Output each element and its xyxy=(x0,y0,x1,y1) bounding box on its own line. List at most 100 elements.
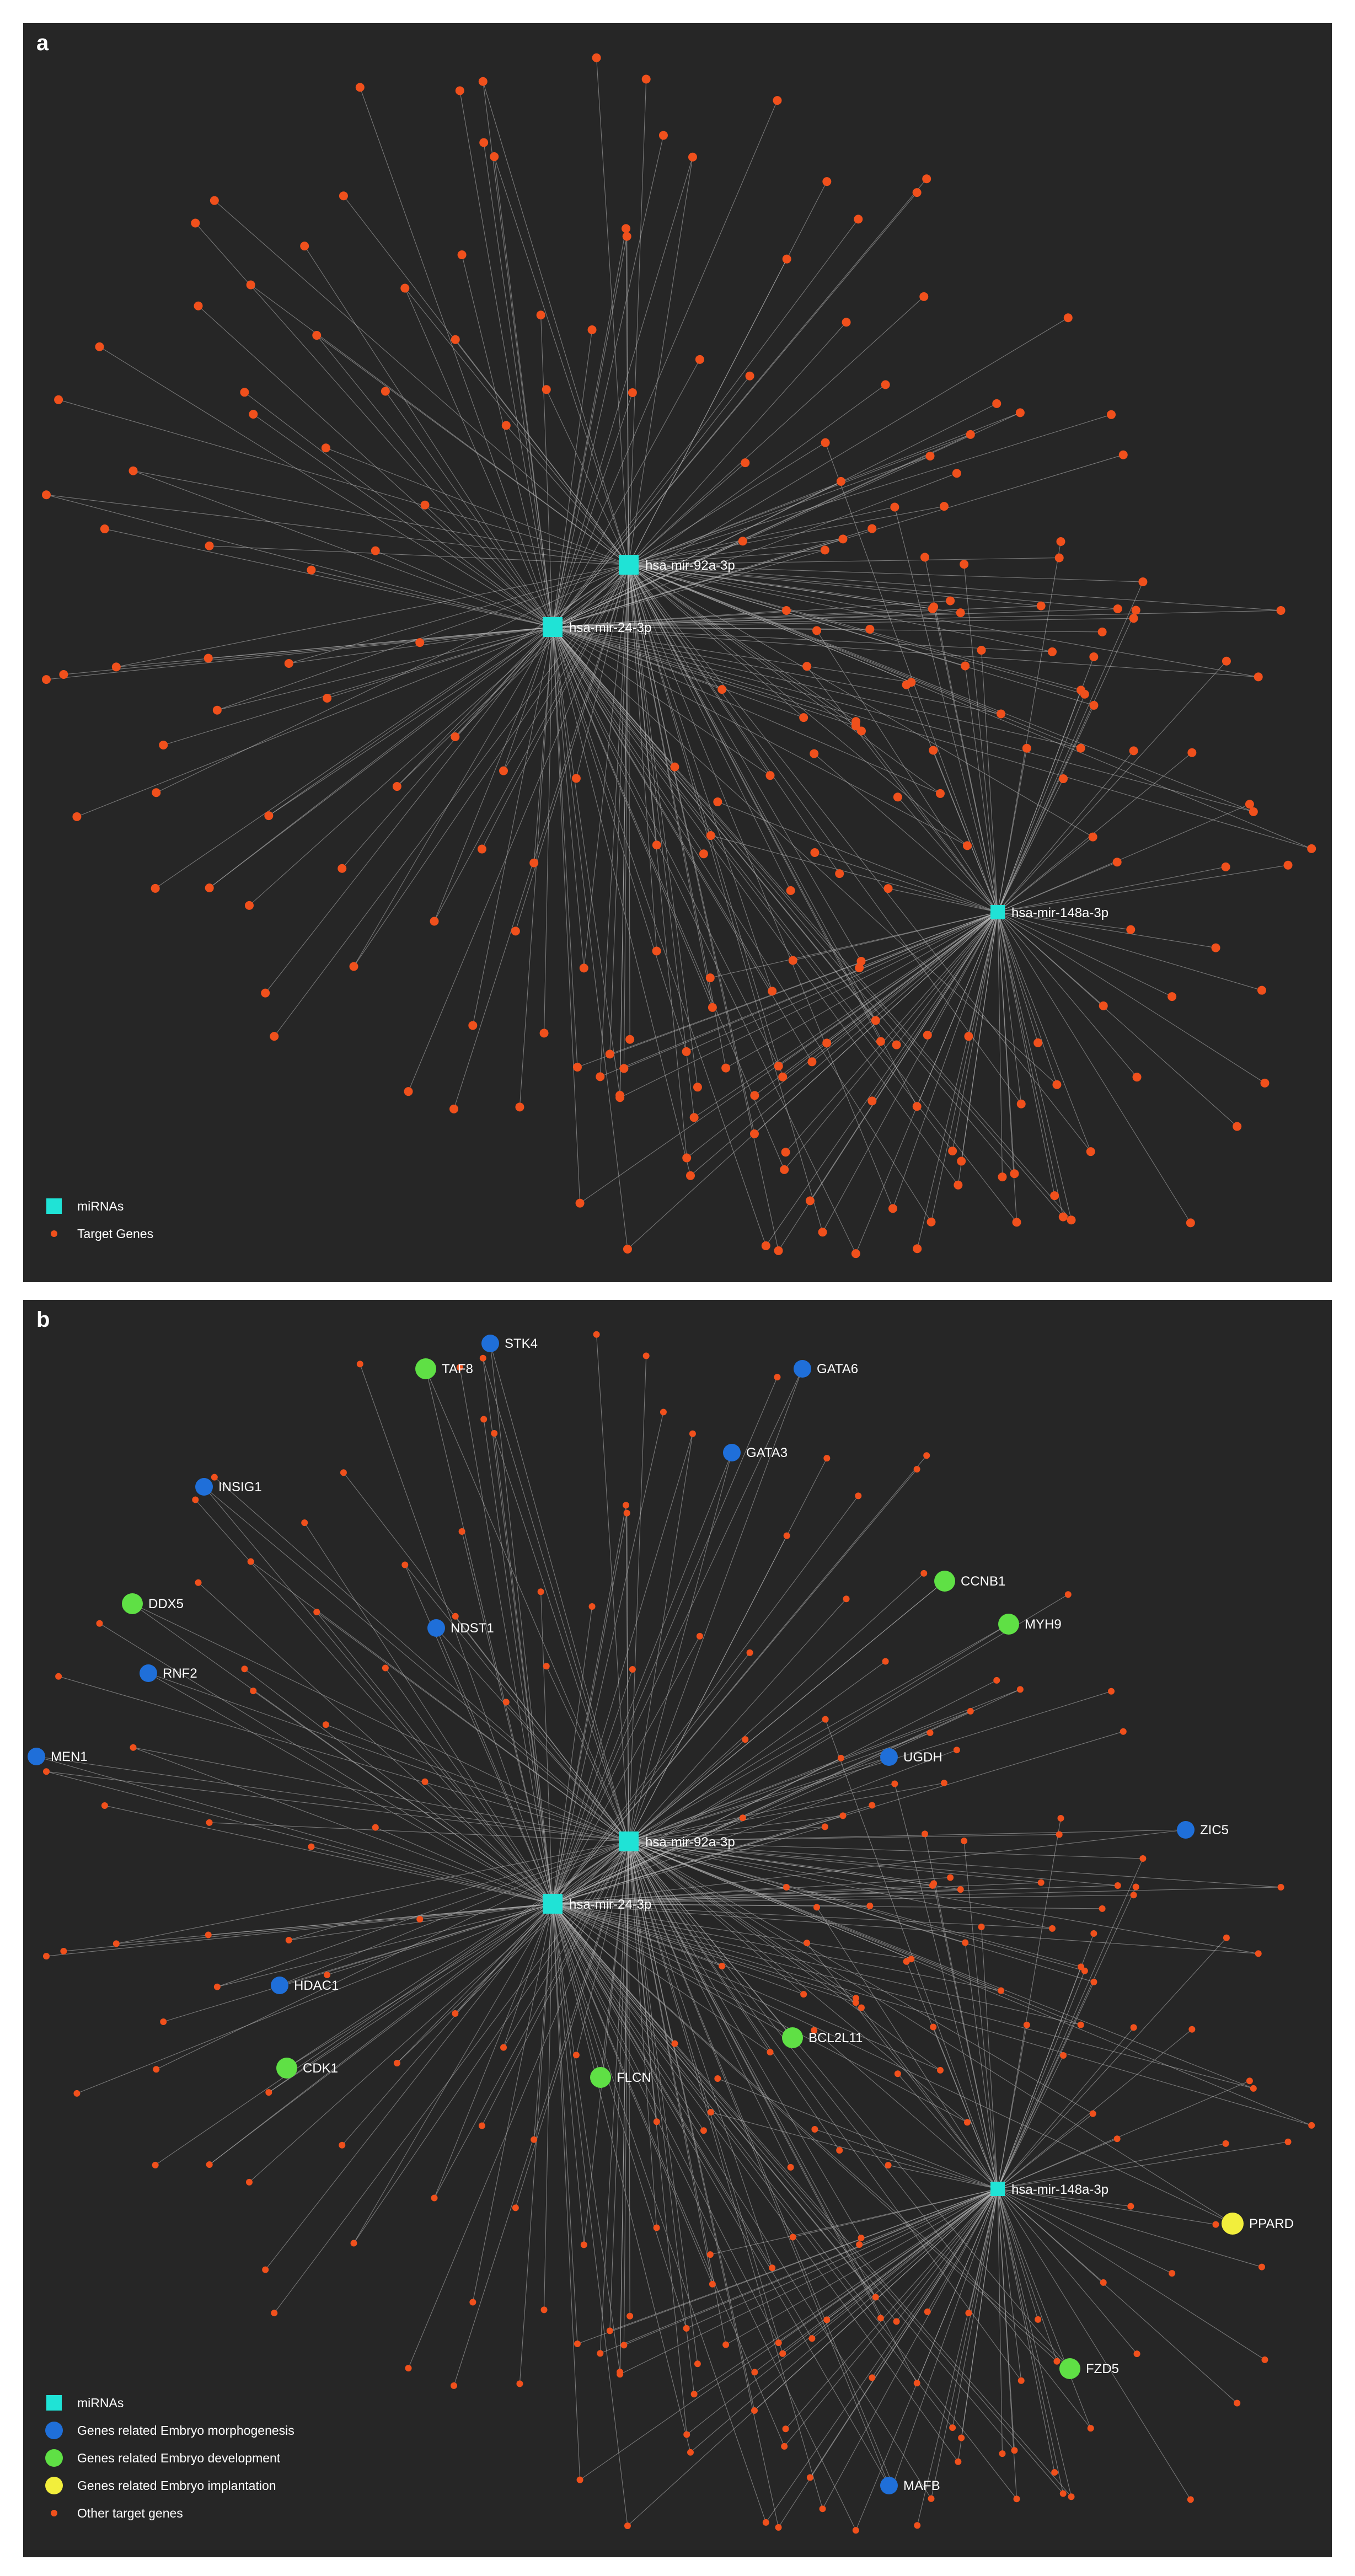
interaction-edge xyxy=(628,506,945,565)
target-gene-node xyxy=(449,1104,459,1113)
target-gene-node xyxy=(59,670,68,679)
interaction-edge xyxy=(552,626,1081,749)
interaction-edge xyxy=(628,1841,1053,1929)
interaction-edge xyxy=(46,494,553,628)
interaction-edge xyxy=(813,2030,998,2189)
interaction-edge xyxy=(552,1581,945,1904)
interaction-edge xyxy=(816,630,998,913)
interaction-edge xyxy=(472,626,553,1026)
interaction-edge xyxy=(628,564,856,726)
interaction-edge xyxy=(628,1458,827,1842)
target-gene-node xyxy=(592,53,601,62)
interaction-edge xyxy=(997,912,1057,1085)
interaction-edge xyxy=(628,564,861,962)
interaction-edge xyxy=(997,2188,1131,2207)
target-gene-node xyxy=(579,963,588,973)
interaction-edge xyxy=(997,2027,1134,2189)
interaction-edge xyxy=(997,2188,1003,2454)
interaction-edge xyxy=(997,705,1094,913)
interaction-edge xyxy=(265,626,553,993)
gene-label-mafb: MAFB xyxy=(903,2478,940,2493)
interaction-edge xyxy=(861,2007,998,2189)
target-gene-node xyxy=(400,283,410,293)
interaction-edge xyxy=(997,1981,1094,2189)
interaction-edge xyxy=(483,1358,553,1904)
gene-label-zic5: ZIC5 xyxy=(1200,1823,1229,1838)
interaction-edge xyxy=(552,626,931,1223)
other-target-gene-node xyxy=(689,1430,696,1437)
interaction-edge xyxy=(628,1452,732,1842)
interaction-edge xyxy=(997,2188,1172,2274)
target-gene-node xyxy=(957,1156,966,1166)
target-gene-node xyxy=(881,380,890,389)
legend-label-mirnas: miRNAs xyxy=(77,2395,124,2410)
target-gene-node xyxy=(807,1057,817,1067)
target-gene-node xyxy=(961,661,970,671)
target-gene-node xyxy=(261,988,270,998)
interaction-edge xyxy=(132,1603,629,1842)
interaction-edge xyxy=(552,1594,1069,1904)
other-target-gene-node xyxy=(479,1354,486,1362)
interaction-edge xyxy=(46,494,629,565)
interaction-edge xyxy=(552,1756,890,1904)
interaction-edge xyxy=(133,470,629,565)
interaction-edge xyxy=(628,1841,755,2411)
target-gene-node xyxy=(685,1171,695,1180)
interaction-edge xyxy=(997,912,1216,949)
other-target-gene-node xyxy=(893,2318,900,2325)
interaction-edge xyxy=(628,1841,1258,1954)
interaction-edge xyxy=(871,2188,998,2378)
interaction-edge xyxy=(552,1903,585,2245)
interaction-edge xyxy=(619,912,998,1098)
target-gene-node xyxy=(194,301,203,310)
interaction-edge xyxy=(375,1827,553,1904)
mirna-node-hsa-mir-92a-3p xyxy=(619,1831,639,1851)
interaction-edge xyxy=(628,1719,826,1842)
interaction-edge xyxy=(552,626,1102,633)
other-target-gene-node xyxy=(192,1496,199,1503)
interaction-edge xyxy=(552,1903,1072,2497)
interaction-edge xyxy=(997,912,1072,1220)
target-gene-node xyxy=(1058,1212,1068,1222)
interaction-edge xyxy=(897,2073,998,2189)
target-gene-node xyxy=(842,318,851,327)
interaction-edge xyxy=(195,223,553,628)
interaction-edge xyxy=(552,626,804,718)
interaction-edge xyxy=(933,607,998,913)
target-gene-node xyxy=(246,280,255,290)
interaction-edge xyxy=(628,296,924,565)
interaction-edge xyxy=(825,442,998,913)
interaction-edge xyxy=(628,1689,1021,1842)
interaction-edge xyxy=(385,1668,553,1904)
interaction-edge xyxy=(552,1368,803,1904)
other-target-gene-node xyxy=(416,1916,424,1923)
other-target-gene-node xyxy=(783,1883,790,1891)
other-target-gene-node xyxy=(999,2450,1006,2457)
interaction-edge xyxy=(628,1829,1186,1842)
legend-label-targets: Target Genes xyxy=(77,1226,154,1241)
interaction-edge xyxy=(214,200,629,565)
target-gene-node xyxy=(571,774,581,783)
target-gene-node xyxy=(479,138,489,147)
interaction-edge xyxy=(217,564,629,711)
other-target-gene-node xyxy=(940,1780,947,1787)
interaction-edge xyxy=(552,157,693,628)
other-target-gene-node xyxy=(1169,2270,1176,2277)
interaction-edge xyxy=(957,912,998,1185)
other-target-gene-node xyxy=(1127,2203,1134,2210)
target-gene-node xyxy=(821,438,830,447)
mirna-label-hsa-mir-92a-3p: hsa-mir-92a-3p xyxy=(645,1835,735,1850)
other-target-gene-node xyxy=(241,1665,248,1673)
interaction-edge xyxy=(628,564,941,794)
interaction-edge xyxy=(472,1903,553,2302)
target-gene-node xyxy=(856,726,866,736)
other-target-gene-node xyxy=(930,1880,938,1887)
target-gene-node xyxy=(1138,577,1148,587)
interaction-edge xyxy=(552,626,1258,677)
target-gene-node xyxy=(851,1249,860,1258)
target-gene-node xyxy=(810,749,819,758)
other-target-gene-node xyxy=(431,2194,438,2202)
interaction-edge xyxy=(628,506,895,565)
interaction-edge xyxy=(997,912,1191,1223)
interaction-edge xyxy=(580,2188,998,2481)
